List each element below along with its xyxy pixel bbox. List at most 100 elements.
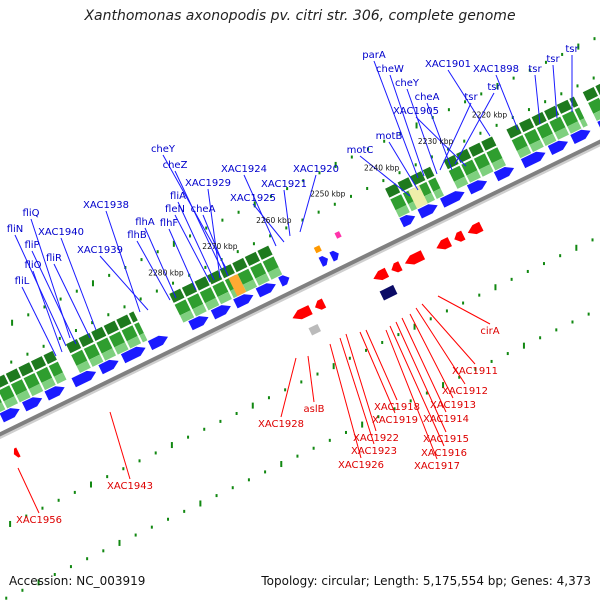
- tick-mark: [302, 179, 305, 183]
- tick-mark: [75, 289, 78, 293]
- tick-mark: [57, 498, 60, 502]
- leader-line: [447, 69, 491, 137]
- tick-mark: [138, 459, 141, 463]
- forward-gene-label: fliP: [24, 240, 39, 251]
- tick-mark: [106, 475, 109, 479]
- tick-mark: [235, 411, 238, 415]
- reverse-gene-label: XAC1943: [107, 481, 153, 492]
- leader-line: [421, 303, 476, 365]
- tick-mark: [495, 123, 498, 127]
- feature-band: [473, 153, 490, 170]
- leader-line: [401, 317, 447, 413]
- forward-gene-label: tsr: [565, 44, 579, 55]
- tick-mark: [154, 451, 157, 455]
- leader-line: [177, 201, 215, 281]
- tick-mark: [474, 367, 477, 371]
- feature-band: [205, 297, 220, 311]
- forward-gene-label: flhB: [127, 230, 147, 241]
- tick-mark: [172, 281, 175, 285]
- tick-mark: [300, 380, 303, 384]
- forward-gene-label: tsr: [528, 64, 542, 75]
- feature-band: [28, 383, 44, 397]
- leader-line: [365, 329, 398, 401]
- forward-gene: [44, 386, 65, 401]
- forward-gene-label: fliA: [170, 191, 186, 202]
- tick-mark: [183, 509, 186, 513]
- reverse-gene-label: XAC1914: [423, 414, 469, 425]
- tick-mark: [252, 242, 255, 246]
- feature-band: [0, 398, 2, 404]
- tick-mark: [269, 234, 272, 238]
- feature-band: [242, 279, 258, 292]
- tick-mark: [593, 37, 596, 41]
- tick-mark: [350, 155, 353, 159]
- feature-band: [232, 257, 248, 273]
- forward-gene: [417, 204, 438, 219]
- tick-mark: [496, 83, 499, 90]
- forward-gene: [188, 316, 209, 331]
- gene-layer: [0, 120, 600, 458]
- forward-gene-label: flhA: [135, 217, 155, 228]
- label-layer: 2220 kbp 2230 kbp 2240 kbp 2250 kbp 2260 kbp…: [7, 44, 580, 526]
- tick-mark: [108, 273, 111, 277]
- tick-mark: [414, 163, 417, 167]
- leader-line: [17, 467, 40, 514]
- forward-gene: [210, 305, 231, 320]
- forward-gene: [334, 231, 342, 239]
- tick-mark: [11, 319, 14, 326]
- reverse-gene-label: aslB: [304, 404, 325, 415]
- leader-line: [389, 74, 425, 177]
- tick-mark: [522, 342, 525, 349]
- reverse-gene: [292, 305, 313, 320]
- tick-mark: [267, 396, 270, 400]
- tick-mark: [332, 363, 335, 370]
- tick-mark: [285, 226, 288, 230]
- feature-band: [187, 293, 204, 310]
- tick-mark: [123, 305, 126, 309]
- feature-band: [103, 320, 119, 335]
- tick-mark: [156, 250, 159, 254]
- reverse-gene: [454, 230, 466, 242]
- feature-band: [516, 145, 532, 159]
- forward-gene-label: XAC1929: [185, 178, 231, 189]
- tick-mark: [280, 461, 283, 468]
- feature-band: [454, 176, 469, 189]
- feature-band: [109, 331, 125, 348]
- forward-gene: [120, 346, 146, 364]
- feature-band: [250, 262, 267, 279]
- forward-gene-label: cheY: [395, 78, 420, 89]
- reverse-gene: [13, 447, 21, 458]
- reverse-gene: [379, 284, 398, 301]
- tick-mark: [91, 321, 94, 325]
- feature-band: [554, 127, 569, 140]
- tick-mark: [478, 293, 481, 297]
- feature-band: [139, 333, 148, 343]
- tick-mark: [333, 202, 336, 206]
- tick-mark: [269, 194, 272, 198]
- tick-mark: [526, 269, 529, 273]
- forward-gene-label: XAC1901: [425, 59, 471, 70]
- tick-mark: [59, 297, 62, 301]
- feature-band: [128, 311, 138, 323]
- forward-gene-label: fleN: [165, 204, 185, 215]
- forward-gene-label: cheW: [376, 64, 404, 75]
- feature-band: [588, 97, 600, 114]
- feature-band: [268, 267, 283, 280]
- tick-mark: [284, 388, 287, 392]
- tick-mark: [122, 467, 125, 471]
- feature-band: [78, 332, 94, 348]
- leader-line: [283, 189, 291, 237]
- feature-band: [219, 264, 235, 279]
- forward-gene-label: XAC1938: [83, 200, 129, 211]
- feature-band: [556, 99, 572, 114]
- feature-band: [244, 251, 260, 266]
- tick-mark: [312, 446, 315, 450]
- leader-line: [426, 102, 453, 171]
- leader-line: [329, 343, 362, 459]
- forward-gene: [329, 250, 339, 262]
- feature-band: [0, 402, 6, 413]
- reverse-gene-label: XAC1922: [353, 433, 399, 444]
- forward-gene-label: fliR: [46, 253, 62, 264]
- forward-gene: [0, 408, 20, 423]
- tick-mark: [442, 382, 445, 389]
